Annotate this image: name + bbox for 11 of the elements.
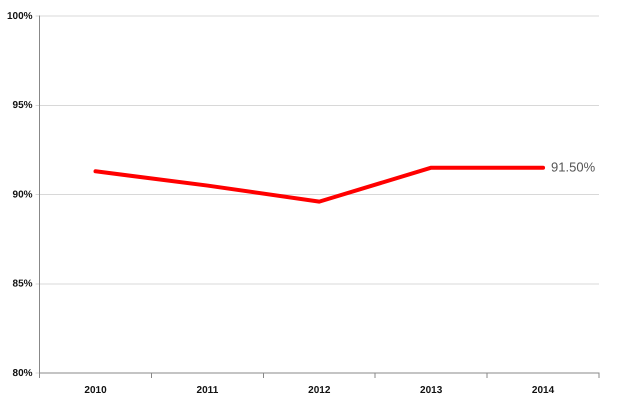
y-tick-label: 90%: [12, 189, 33, 200]
x-tick-label: 2012: [308, 384, 331, 396]
y-tick-label: 85%: [12, 278, 33, 290]
y-tick-label: 95%: [12, 100, 33, 111]
x-tick-label: 2013: [420, 384, 443, 396]
data-label: 91.50%: [551, 159, 596, 174]
y-tick-label: 80%: [12, 368, 33, 379]
y-tick-label: 100%: [7, 10, 33, 22]
x-tick-label: 2010: [84, 384, 108, 396]
x-tick-label: 2014: [532, 384, 555, 396]
x-tick-label: 2011: [196, 384, 219, 396]
